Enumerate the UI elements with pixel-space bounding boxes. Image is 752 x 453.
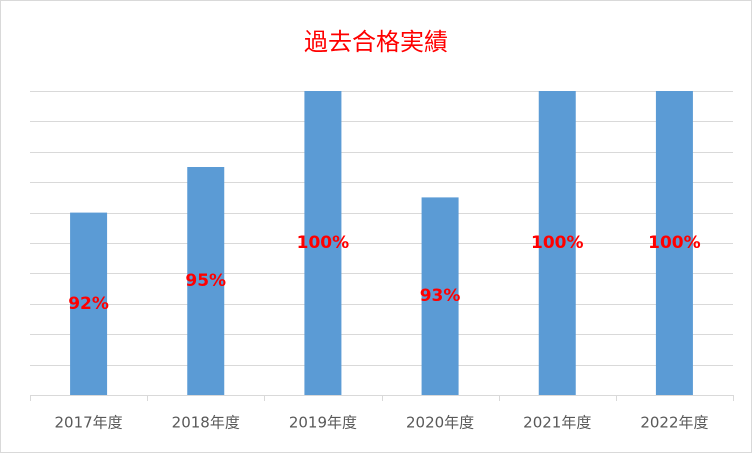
data-label: 93% <box>420 286 461 306</box>
x-tick-label: 2021年度 <box>523 414 591 432</box>
bar <box>421 197 459 395</box>
x-tick-label: 2017年度 <box>54 414 122 432</box>
data-label: 100% <box>648 233 701 253</box>
x-tick-label: 2020年度 <box>406 414 474 432</box>
bar <box>70 212 108 395</box>
bar <box>304 91 342 395</box>
data-label: 95% <box>185 271 226 291</box>
chart-title: 過去合格実績 <box>304 28 448 56</box>
x-tick-label: 2019年度 <box>289 414 357 432</box>
data-label: 92% <box>68 294 109 314</box>
bar <box>187 167 225 395</box>
bar <box>538 91 576 395</box>
data-label: 100% <box>297 233 350 253</box>
x-tick-label: 2022年度 <box>640 414 708 432</box>
bar <box>655 91 693 395</box>
data-label: 100% <box>531 233 584 253</box>
x-tick-label: 2018年度 <box>172 414 240 432</box>
